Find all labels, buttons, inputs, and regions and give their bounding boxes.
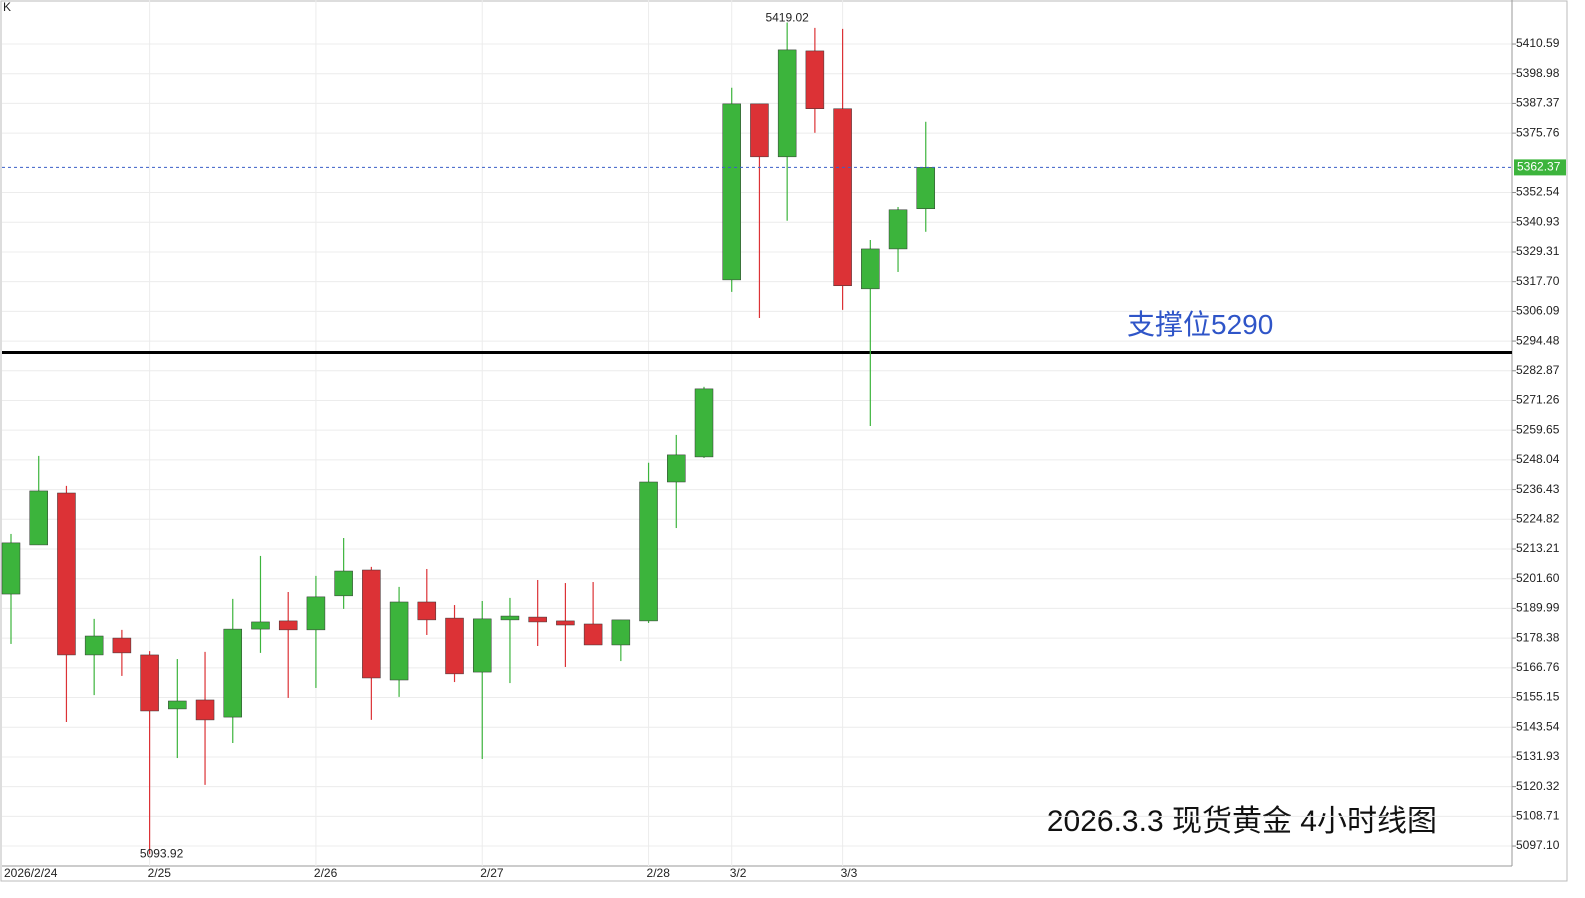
y-tick-label: 5201.60	[1516, 571, 1560, 585]
candle-body	[112, 637, 132, 654]
y-tick-label: 5224.82	[1516, 511, 1560, 525]
candle-body	[389, 601, 409, 681]
candle-body	[611, 619, 631, 646]
y-tick-label: 5410.59	[1516, 36, 1560, 50]
candle-body	[777, 49, 797, 158]
candle-body	[888, 209, 908, 250]
min-label: 5093.92	[140, 846, 184, 860]
candle-body	[722, 103, 741, 281]
x-tick-label: 2/26	[314, 866, 338, 880]
y-tick-label: 5282.87	[1516, 363, 1560, 377]
candle-body	[667, 454, 686, 483]
candle-body	[556, 620, 575, 626]
y-tick-label: 5166.76	[1516, 660, 1560, 674]
y-tick-label: 5329.31	[1516, 244, 1560, 258]
candle-body	[57, 492, 76, 656]
candle-body	[251, 621, 270, 630]
candle-body	[694, 388, 714, 458]
x-tick-label: 2/28	[647, 866, 671, 880]
y-tick-label: 5306.09	[1516, 304, 1560, 318]
y-tick-label: 5143.54	[1516, 719, 1560, 733]
x-tick-label: 3/2	[730, 866, 747, 880]
candle-body	[805, 50, 825, 109]
y-tick-label: 5352.54	[1516, 185, 1560, 199]
y-tick-label: 5294.48	[1516, 333, 1560, 347]
current-price-label: 5362.37	[1517, 160, 1561, 174]
candle-body	[750, 103, 769, 158]
candle-body	[472, 618, 492, 673]
y-tick-label: 5259.65	[1516, 422, 1560, 436]
y-tick-label: 5120.32	[1516, 779, 1560, 793]
candle-body	[168, 700, 187, 710]
candle-body	[1, 542, 21, 595]
caption: 2026.3.3 现货黄金 4小时线图	[1047, 805, 1437, 838]
candle-body	[140, 654, 159, 712]
x-tick-label: 2/27	[480, 866, 504, 880]
candle-body	[417, 601, 437, 621]
y-tick-label: 5236.43	[1516, 482, 1560, 496]
y-tick-label: 5213.21	[1516, 541, 1560, 555]
y-tick-label: 5248.04	[1516, 452, 1560, 466]
candle-body	[916, 167, 936, 210]
candle-body	[583, 623, 603, 646]
candle-body	[278, 620, 298, 631]
x-tick-label: 2026/2/24	[4, 866, 58, 880]
candle-body	[223, 628, 243, 718]
candle-body	[639, 481, 658, 622]
support-label: 支撑位5290	[1127, 309, 1273, 340]
y-tick-label: 5387.37	[1516, 96, 1560, 110]
y-tick-label: 5340.93	[1516, 214, 1560, 228]
current-price-box	[1514, 159, 1566, 176]
y-tick-label: 5178.38	[1516, 630, 1560, 644]
x-tick-label: 2/25	[148, 866, 172, 880]
frame	[0, 0, 1568, 882]
y-tick-label: 5398.98	[1516, 66, 1560, 80]
candle-body	[84, 635, 104, 656]
y-tick-label: 5271.26	[1516, 393, 1560, 407]
candle-body	[29, 490, 48, 546]
max-label: 5419.02	[765, 11, 809, 25]
corner-label: K	[3, 0, 11, 14]
candle-body	[528, 616, 547, 623]
y-tick-label: 5155.15	[1516, 690, 1560, 704]
x-tick-label: 3/3	[841, 866, 858, 880]
y-tick-label: 5108.71	[1516, 809, 1560, 823]
y-tick-label: 5131.93	[1516, 749, 1560, 763]
candle-body	[195, 699, 215, 721]
candle-body	[861, 248, 880, 290]
y-tick-label: 5189.99	[1516, 601, 1560, 615]
candle-body	[833, 108, 852, 287]
candle-body	[306, 596, 326, 631]
candle-body	[362, 569, 381, 679]
y-tick-label: 5097.10	[1516, 838, 1560, 852]
candle-body	[334, 570, 353, 597]
candle-body	[445, 617, 464, 675]
candle-body	[500, 615, 520, 621]
y-tick-label: 5375.76	[1516, 125, 1560, 139]
y-tick-label: 5317.70	[1516, 274, 1560, 288]
